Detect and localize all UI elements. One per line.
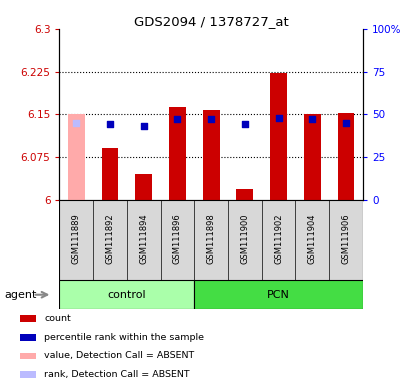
Bar — [101, 148, 118, 200]
Text: count: count — [44, 314, 71, 323]
Text: GSM111898: GSM111898 — [206, 213, 215, 264]
Text: GSM111900: GSM111900 — [240, 213, 249, 264]
Point — [308, 116, 315, 122]
Text: agent: agent — [4, 290, 36, 300]
Point — [342, 120, 348, 126]
Point — [106, 121, 113, 127]
Text: percentile rank within the sample: percentile rank within the sample — [44, 333, 204, 342]
Bar — [135, 174, 152, 200]
Bar — [68, 114, 85, 200]
Text: GSM111894: GSM111894 — [139, 213, 148, 264]
Text: GSM111896: GSM111896 — [173, 213, 182, 264]
Bar — [59, 280, 194, 309]
Text: GSM111889: GSM111889 — [72, 213, 81, 264]
Bar — [337, 113, 353, 200]
Title: GDS2094 / 1378727_at: GDS2094 / 1378727_at — [133, 15, 288, 28]
Text: GSM111892: GSM111892 — [105, 213, 114, 264]
Text: value, Detection Call = ABSENT: value, Detection Call = ABSENT — [44, 351, 194, 361]
Bar — [20, 334, 36, 341]
Point — [174, 116, 180, 122]
Bar — [20, 315, 36, 322]
Point — [140, 123, 147, 129]
Point — [241, 121, 247, 127]
Bar — [20, 371, 36, 378]
Text: rank, Detection Call = ABSENT: rank, Detection Call = ABSENT — [44, 370, 189, 379]
Bar — [202, 110, 219, 200]
Bar — [236, 189, 253, 200]
Point — [207, 116, 214, 122]
Text: GSM111904: GSM111904 — [307, 213, 316, 264]
Text: GSM111902: GSM111902 — [273, 213, 282, 264]
Bar — [194, 280, 362, 309]
Point — [73, 120, 79, 126]
Point — [274, 114, 281, 121]
Text: GSM111906: GSM111906 — [341, 213, 350, 264]
Bar — [303, 114, 320, 200]
Bar — [169, 107, 185, 200]
Bar — [270, 73, 286, 200]
Bar — [20, 353, 36, 359]
Text: PCN: PCN — [267, 290, 289, 300]
Text: control: control — [107, 290, 146, 300]
